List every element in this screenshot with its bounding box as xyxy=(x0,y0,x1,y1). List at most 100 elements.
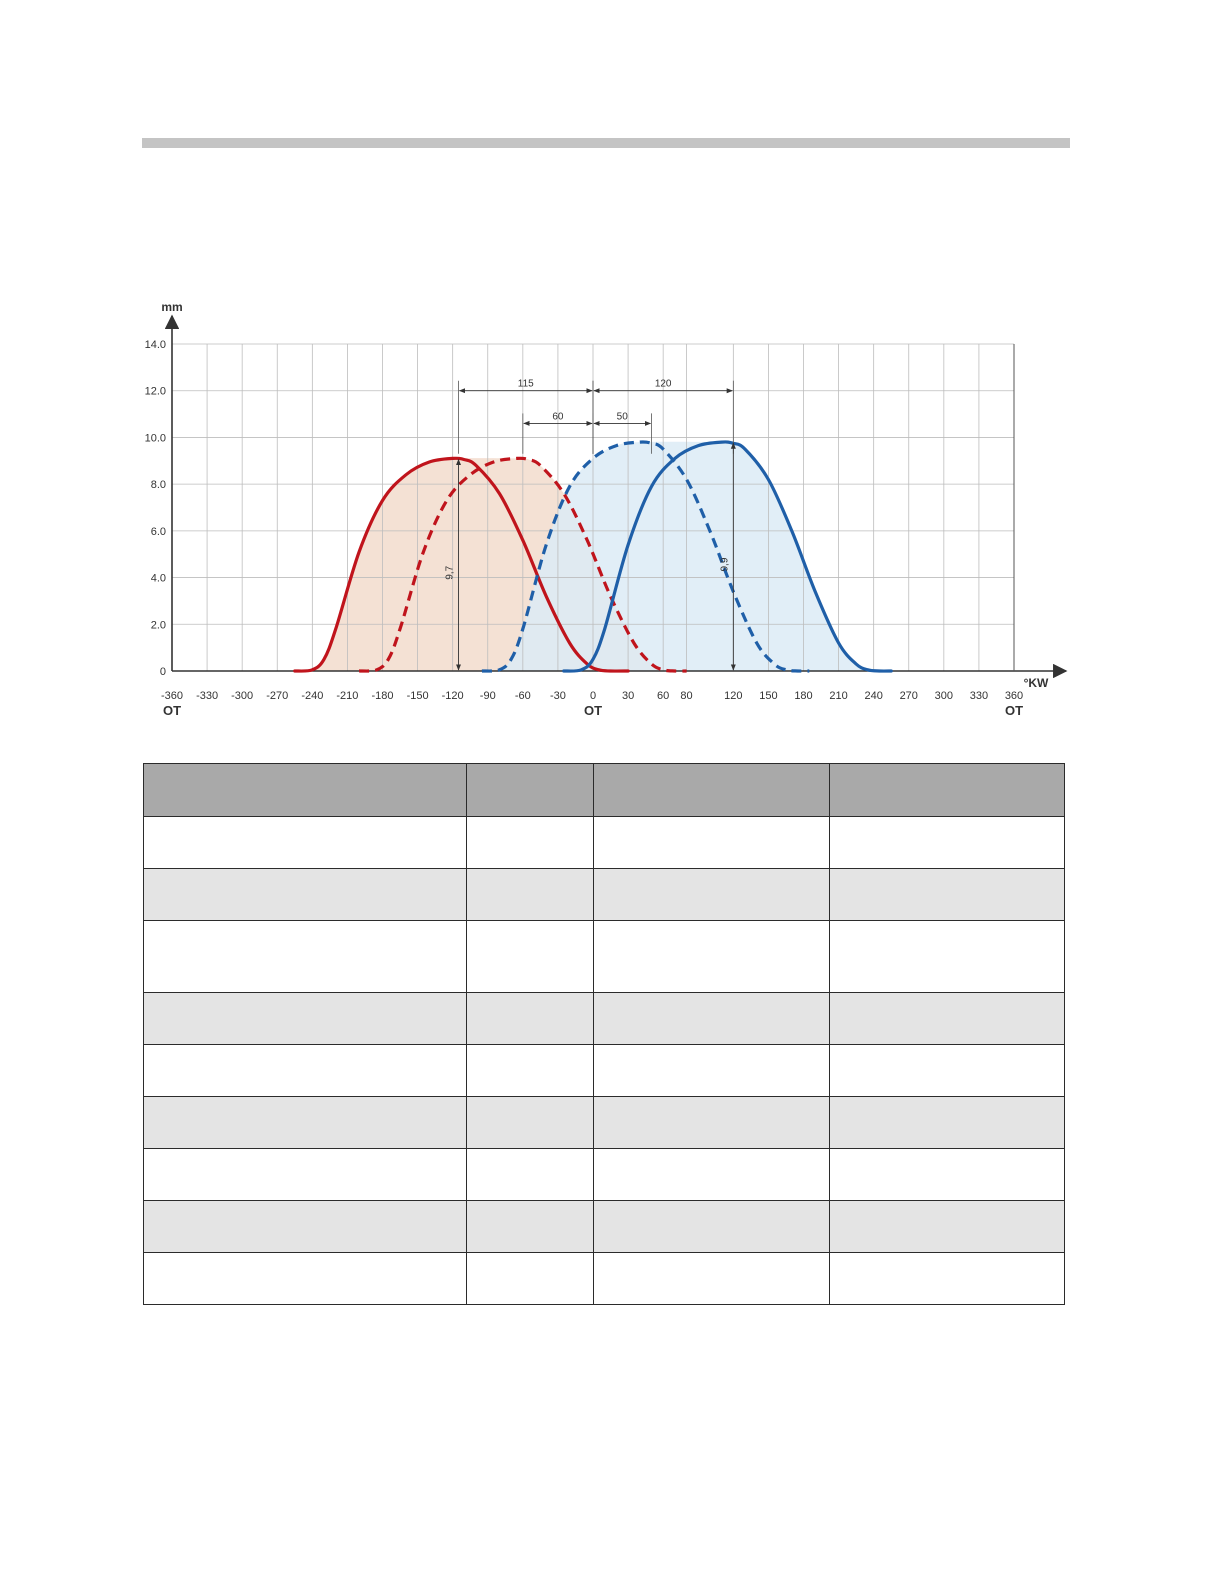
chart-grid xyxy=(171,343,1015,672)
table-row xyxy=(143,816,1065,869)
table-header-cell xyxy=(466,763,594,817)
x-tick-label: 30 xyxy=(622,690,634,702)
table-cell xyxy=(593,920,830,993)
table-cell xyxy=(466,816,594,869)
table-row xyxy=(143,992,1065,1045)
x-tick-label: -120 xyxy=(442,690,464,702)
table-row xyxy=(143,1148,1065,1201)
table-cell xyxy=(143,816,467,869)
table-header-cell xyxy=(829,763,1065,817)
x-tick-label: 300 xyxy=(935,690,953,702)
y-tick-label: 0 xyxy=(160,666,166,678)
table-cell xyxy=(143,1252,467,1305)
y-tick-label: 14.0 xyxy=(145,339,166,351)
x-tick-label: -60 xyxy=(515,690,531,702)
x-tick-label: -180 xyxy=(371,690,393,702)
x-tick-label: 60 xyxy=(657,690,669,702)
table-cell xyxy=(466,1044,594,1097)
x-tick-label: -150 xyxy=(407,690,429,702)
table-cell xyxy=(829,1148,1065,1201)
table-cell xyxy=(593,1096,830,1149)
x-tick-label: 180 xyxy=(794,690,812,702)
dimension-label: 50 xyxy=(617,411,629,422)
x-tick-label: 80 xyxy=(680,690,692,702)
x-tick-label: 0 xyxy=(590,690,596,702)
table-cell xyxy=(593,816,830,869)
ot-label: OT xyxy=(584,703,602,718)
series-line-1 xyxy=(293,456,630,673)
y-tick-label: 12.0 xyxy=(145,386,166,398)
table-cell xyxy=(143,1096,467,1149)
table-cell xyxy=(829,868,1065,921)
x-tick-label: -30 xyxy=(550,690,566,702)
x-tick-label: -210 xyxy=(336,690,358,702)
table-header-row xyxy=(143,763,1065,817)
x-axis-unit: °KW xyxy=(1024,676,1049,690)
table-cell xyxy=(829,1200,1065,1253)
table-cell xyxy=(466,1200,594,1253)
x-tick-label: 120 xyxy=(724,690,742,702)
x-tick-label: 210 xyxy=(829,690,847,702)
table-cell xyxy=(829,1044,1065,1097)
lift-height-label: 9,7 xyxy=(445,565,456,579)
table-row xyxy=(143,1096,1065,1149)
y-tick-label: 4.0 xyxy=(151,573,166,585)
x-tick-label: -300 xyxy=(231,690,253,702)
table-cell xyxy=(466,1148,594,1201)
ot-label: OT xyxy=(163,703,181,718)
table-cell xyxy=(829,920,1065,993)
table-header-cell xyxy=(593,763,830,817)
table-cell xyxy=(466,1096,594,1149)
y-tick-label: 6.0 xyxy=(151,526,166,538)
table-row xyxy=(143,920,1065,993)
table-row xyxy=(143,1200,1065,1253)
series-line-3 xyxy=(481,440,810,673)
table-cell xyxy=(466,920,594,993)
table-cell xyxy=(829,1252,1065,1305)
table-cell xyxy=(593,1044,830,1097)
chart-annotations: 115 120 60 50 9,7 9,9 xyxy=(445,379,736,671)
data-table xyxy=(143,763,1065,1305)
table-cell xyxy=(593,1148,830,1201)
x-tick-label: -330 xyxy=(196,690,218,702)
table-cell xyxy=(466,1252,594,1305)
x-tick-label: 150 xyxy=(759,690,777,702)
x-tick-label: 330 xyxy=(970,690,988,702)
table-row xyxy=(143,1044,1065,1097)
table-header-cell xyxy=(143,763,467,817)
table-cell xyxy=(143,868,467,921)
table-cell xyxy=(143,920,467,993)
table-row xyxy=(143,868,1065,921)
table-cell xyxy=(593,992,830,1045)
y-tick-label: 8.0 xyxy=(151,479,166,491)
lift-height-label: 9,9 xyxy=(719,557,730,571)
chart-labels: -360 -330 -300 -270 -240 -210 -180 -150 -120 -90-… xyxy=(145,300,1049,718)
x-tick-label: -270 xyxy=(266,690,288,702)
ot-label: OT xyxy=(1005,703,1023,718)
y-tick-label: 10.0 xyxy=(145,432,166,444)
x-tick-label: 240 xyxy=(864,690,882,702)
x-tick-label: -240 xyxy=(301,690,323,702)
table-cell xyxy=(143,1044,467,1097)
dimension-label: 60 xyxy=(552,411,564,422)
x-tick-label: -360 xyxy=(161,690,183,702)
x-tick-label: -90 xyxy=(480,690,496,702)
x-tick-label: 360 xyxy=(1005,690,1023,702)
table-cell xyxy=(593,868,830,921)
table-row xyxy=(143,1252,1065,1305)
series-line-2 xyxy=(358,456,687,673)
y-axis-unit: mm xyxy=(161,300,182,314)
table-cell xyxy=(593,1200,830,1253)
y-tick-label: 2.0 xyxy=(151,619,166,631)
dimension-label: 120 xyxy=(655,379,672,390)
table-cell xyxy=(143,992,467,1045)
table-cell xyxy=(829,816,1065,869)
table-cell xyxy=(143,1200,467,1253)
table-cell xyxy=(466,992,594,1045)
table-cell xyxy=(466,868,594,921)
x-tick-label: 270 xyxy=(900,690,918,702)
table-cell xyxy=(829,992,1065,1045)
table-cell xyxy=(829,1096,1065,1149)
dimension-label: 115 xyxy=(518,379,534,390)
